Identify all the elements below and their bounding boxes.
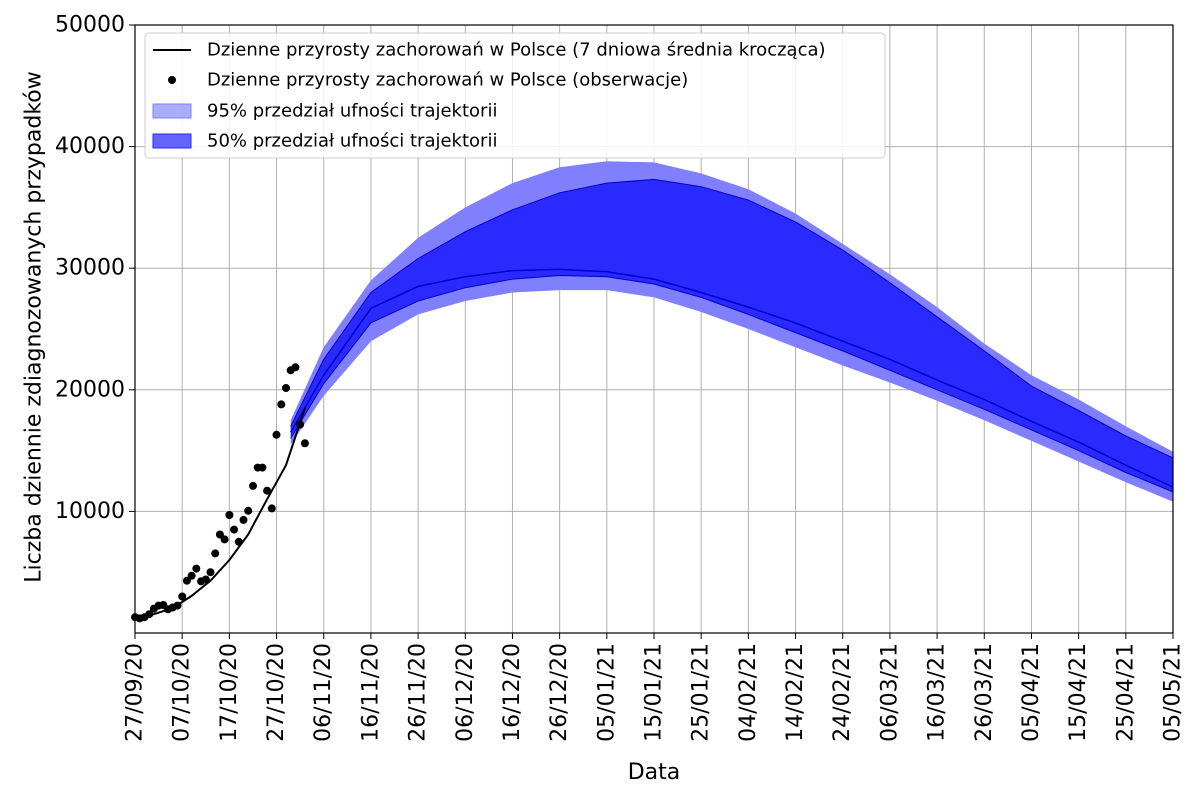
- band-50-upper-edge: [290, 178, 1174, 459]
- observation-point: [187, 571, 196, 580]
- x-tick-label: 16/11/20: [358, 643, 383, 742]
- x-tick-label: 14/02/21: [783, 643, 808, 742]
- observation-point: [282, 384, 290, 392]
- observation-point: [272, 430, 281, 439]
- x-tick-label: 26/12/20: [547, 643, 572, 742]
- observation-point: [220, 535, 229, 544]
- observation-point: [206, 568, 215, 577]
- x-tick-label: 25/04/21: [1113, 643, 1138, 742]
- moving-average-line: [134, 407, 306, 619]
- y-axis-title: Liczba dziennie zdiagnozowanych przypadk…: [22, 71, 47, 583]
- legend-label-ci95: 95% przedział ufności trajektorii: [207, 101, 497, 122]
- observation-point: [291, 363, 300, 372]
- x-tick-label: 26/11/20: [406, 643, 431, 742]
- x-tick-label: 25/01/21: [689, 643, 714, 742]
- y-tick-label: 40000: [55, 134, 125, 159]
- observation-point: [201, 575, 210, 584]
- y-tick-label: 20000: [55, 377, 125, 402]
- x-tick-label: 06/03/21: [877, 643, 902, 742]
- y-axis-ticks: 10000 20000 30000 40000 50000: [55, 13, 135, 524]
- observation-point: [263, 486, 272, 495]
- observation-point: [178, 592, 187, 601]
- observation-point: [277, 400, 286, 409]
- x-tick-label: 04/02/21: [736, 643, 761, 742]
- x-tick-label: 26/03/21: [972, 643, 997, 742]
- y-tick-label: 50000: [55, 13, 125, 38]
- confidence-bands: [290, 161, 1174, 502]
- x-tick-label: 05/01/21: [594, 643, 619, 742]
- x-tick-label: 16/03/21: [925, 643, 950, 742]
- observation-point: [173, 601, 182, 610]
- x-tick-label: 05/04/21: [1019, 643, 1044, 742]
- observation-points: [131, 363, 309, 623]
- legend: Dzienne przyrosty zachorowań w Polsce (7…: [144, 32, 886, 159]
- x-axis-ticks: 27/09/20 07/10/20 17/10/20 27/10/20 06/11/20…: [123, 633, 1186, 742]
- observation-point: [296, 420, 305, 429]
- x-tick-label: 06/11/20: [311, 643, 336, 742]
- observation-point: [145, 610, 154, 619]
- x-tick-label: 06/12/20: [453, 643, 478, 742]
- x-tick-label: 15/01/21: [642, 643, 667, 742]
- observation-point: [234, 537, 243, 546]
- observation-point: [225, 511, 234, 519]
- x-tick-label: 27/09/20: [123, 643, 148, 742]
- observation-point: [267, 504, 276, 513]
- observation-point: [258, 463, 267, 472]
- observation-point: [249, 481, 257, 490]
- x-tick-label: 07/10/20: [170, 643, 195, 742]
- legend-label-observations: Dzienne przyrosty zachorowań w Polsce (o…: [207, 70, 688, 91]
- observation-point: [300, 439, 309, 448]
- x-tick-label: 17/10/20: [217, 643, 242, 742]
- observation-point: [230, 525, 239, 534]
- observation-point: [239, 515, 248, 524]
- x-tick-label: 05/05/21: [1161, 643, 1186, 742]
- observation-point: [244, 506, 253, 515]
- band-median-line: [290, 268, 1174, 488]
- y-tick-label: 10000: [55, 499, 125, 524]
- x-tick-label: 27/10/20: [264, 643, 289, 742]
- band-50-lower-edge: [290, 274, 1174, 493]
- y-tick-label: 30000: [55, 256, 125, 281]
- legend-label-moving-average: Dzienne przyrosty zachorowań w Polsce (7…: [207, 40, 826, 61]
- observation-point: [192, 564, 201, 573]
- band-50-area: [290, 179, 1173, 492]
- legend-swatch-point: [168, 76, 176, 84]
- x-axis-title: Data: [628, 760, 681, 785]
- x-tick-label: 24/02/21: [830, 643, 855, 742]
- x-tick-label: 15/04/21: [1066, 643, 1091, 742]
- legend-label-ci50: 50% przedział ufności trajektorii: [207, 131, 497, 152]
- legend-frame: [144, 32, 886, 159]
- data-lines: [134, 407, 306, 619]
- x-tick-label: 16/12/20: [500, 643, 525, 742]
- observation-point: [211, 549, 220, 558]
- legend-swatch-band50: [152, 133, 192, 149]
- legend-swatch-band95: [152, 103, 192, 119]
